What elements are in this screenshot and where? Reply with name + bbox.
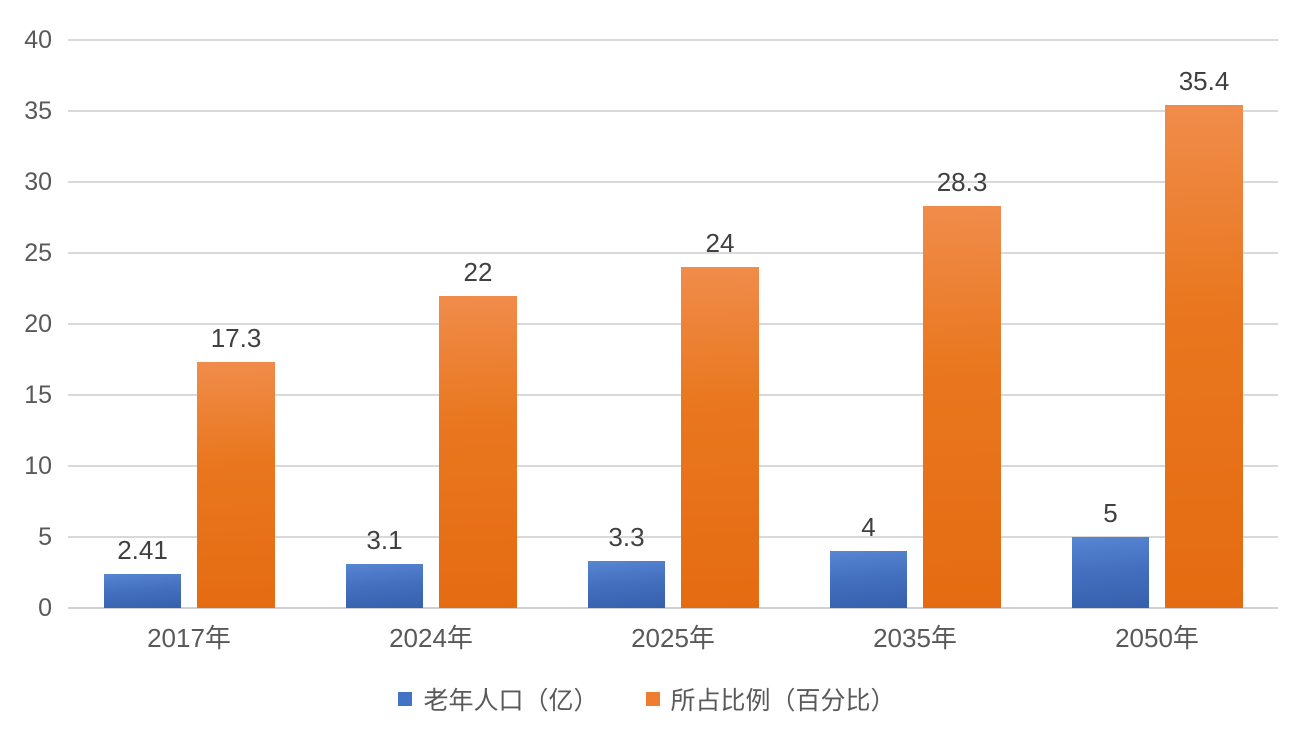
bar-所占比例（百分比）-2024年 (439, 296, 517, 608)
gridline-10 (68, 465, 1278, 467)
y-axis-tick-label: 35 (24, 97, 52, 125)
gridline-15 (68, 394, 1278, 396)
data-label: 3.1 (366, 525, 403, 555)
y-axis-tick-label: 25 (24, 239, 52, 267)
bar-老年人口（亿）-2025年 (588, 561, 665, 608)
gridline-35 (68, 110, 1278, 112)
legend-swatch-icon (398, 692, 413, 706)
legend: 老年人口（亿） 所占比例（百分比） (0, 681, 1294, 717)
gridline-0 (68, 607, 1278, 609)
bar-所占比例（百分比）-2050年 (1165, 105, 1243, 608)
legend-swatch-icon (645, 692, 660, 706)
data-label: 35.4 (1178, 66, 1230, 96)
y-axis-tick-label: 40 (24, 26, 52, 54)
bar-老年人口（亿）-2017年 (104, 574, 181, 608)
bar-老年人口（亿）-2024年 (346, 564, 423, 608)
y-axis-tick-label: 20 (24, 310, 52, 338)
data-label: 3.3 (608, 522, 645, 552)
legend-label: 所占比例（百分比） (670, 687, 896, 715)
x-axis-category-label: 2025年 (631, 623, 715, 653)
gridline-5 (68, 536, 1278, 538)
legend-item-0: 老年人口（亿） (398, 681, 599, 717)
x-axis-category-label: 2017年 (147, 623, 231, 653)
y-axis-tick-label: 5 (38, 523, 52, 551)
bar-老年人口（亿）-2035年 (830, 551, 907, 608)
legend-item-1: 所占比例（百分比） (645, 681, 896, 717)
legend-label: 老年人口（亿） (423, 687, 599, 715)
gridline-40 (68, 39, 1278, 41)
data-label: 5 (1103, 498, 1118, 528)
bar-老年人口（亿）-2050年 (1072, 537, 1149, 608)
gridline-20 (68, 323, 1278, 325)
bar-所占比例（百分比）-2017年 (197, 362, 275, 608)
data-label: 22 (463, 257, 493, 287)
y-axis-tick-label: 10 (24, 452, 52, 480)
bar-所占比例（百分比）-2035年 (923, 206, 1001, 608)
bar-所占比例（百分比）-2025年 (681, 267, 759, 608)
y-axis-tick-label: 15 (24, 381, 52, 409)
gridline-25 (68, 252, 1278, 254)
y-axis-tick-label: 30 (24, 168, 52, 196)
data-label: 17.3 (210, 323, 262, 353)
data-label: 24 (705, 228, 735, 258)
x-axis-category-label: 2050年 (1115, 623, 1199, 653)
x-axis-category-label: 2024年 (389, 623, 473, 653)
x-axis-category-label: 2035年 (873, 623, 957, 653)
gridline-30 (68, 181, 1278, 183)
data-label: 28.3 (936, 167, 988, 197)
data-label: 2.41 (117, 535, 168, 565)
y-axis-tick-label: 0 (38, 594, 52, 622)
data-label: 4 (861, 512, 876, 542)
